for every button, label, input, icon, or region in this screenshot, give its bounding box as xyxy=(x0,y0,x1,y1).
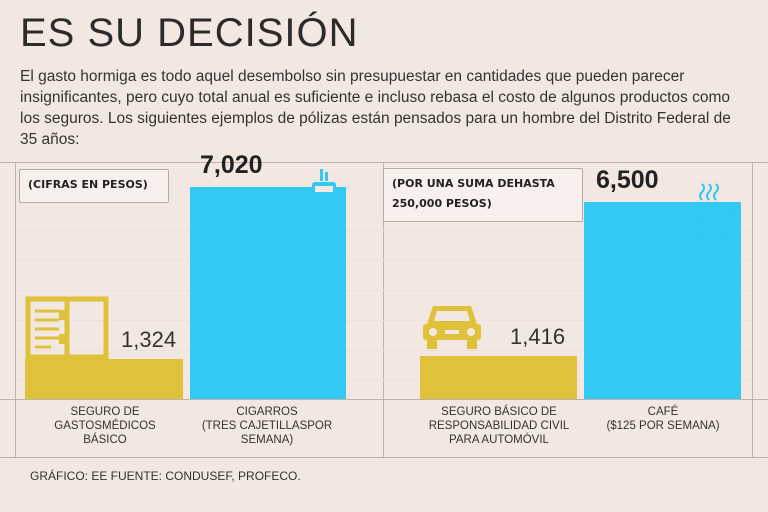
category-label-medical-insurance: SEGURO DE GASTOSMÉDICOS BÁSICO xyxy=(25,405,185,447)
left-edge-line xyxy=(15,162,16,458)
category-label-line: SEGURO DE xyxy=(70,406,140,418)
grid-line xyxy=(16,230,752,231)
category-label-line: GASTOSMÉDICOS xyxy=(54,420,156,432)
category-label-cigarettes: CIGARROS (TRES CAJETILLASPOR SEMANA) xyxy=(188,405,346,447)
value-label-cigarettes: 7,020 xyxy=(200,151,263,179)
notebook-icon xyxy=(25,296,109,360)
category-label-line: SEGURO BÁSICO DE xyxy=(441,406,557,418)
category-label-line: RESPONSABILIDAD CIVIL xyxy=(428,420,570,432)
units-note-label: (CIFRAS EN PESOS) xyxy=(28,178,148,191)
category-label-line: BÁSICO xyxy=(83,434,127,446)
category-label-coffee: CAFÉ ($125 POR SEMANA) xyxy=(584,405,742,433)
grid-line xyxy=(16,350,752,351)
coverage-note-line: 250,000 PESOS) xyxy=(392,197,492,210)
coverage-note: (POR UNA SUMA DEHASTA 250,000 PESOS) xyxy=(383,168,583,222)
bar-cigarettes xyxy=(190,187,346,399)
cigarette-pack-icon xyxy=(312,169,336,218)
source-footer: GRÁFICO: EE FUENTE: CONDUSEF, PROFECO. xyxy=(30,469,301,483)
car-icon xyxy=(423,306,481,349)
bottom-divider xyxy=(0,457,768,458)
bar-car-insurance xyxy=(420,356,577,399)
category-label-line: (TRES CAJETILLASPOR xyxy=(201,420,333,432)
panel-separator xyxy=(383,162,384,458)
grid-line xyxy=(16,320,752,321)
baseline-divider xyxy=(0,399,768,400)
grid-line xyxy=(16,380,752,381)
category-label-car-insurance: SEGURO BÁSICO DE RESPONSABILIDAD CIVIL P… xyxy=(410,405,588,447)
category-label-line: CAFÉ xyxy=(647,406,679,418)
intro-text: El gasto hormiga es todo aquel desembols… xyxy=(20,68,731,148)
value-label-car-insurance: 1,416 xyxy=(510,324,566,349)
bar-medical-insurance xyxy=(25,359,183,399)
value-label-medical-insurance: 1,324 xyxy=(121,327,177,352)
right-edge-line xyxy=(752,162,753,458)
top-divider xyxy=(0,162,768,163)
page-title: ES SU DECISIÓN xyxy=(20,11,359,55)
coffee-cup-icon xyxy=(684,183,734,235)
category-label-line: SEMANA) xyxy=(240,434,294,446)
category-label-line: ($125 POR SEMANA) xyxy=(606,420,720,432)
coverage-note-line: (POR UNA SUMA DEHASTA xyxy=(392,177,555,190)
value-label-coffee: 6,500 xyxy=(596,166,659,194)
category-label-line: CIGARROS xyxy=(236,406,298,418)
units-note: (CIFRAS EN PESOS) xyxy=(19,169,169,203)
grid-line xyxy=(16,290,752,291)
category-label-line: PARA AUTOMÓVIL xyxy=(449,434,549,446)
grid-line xyxy=(16,260,752,261)
